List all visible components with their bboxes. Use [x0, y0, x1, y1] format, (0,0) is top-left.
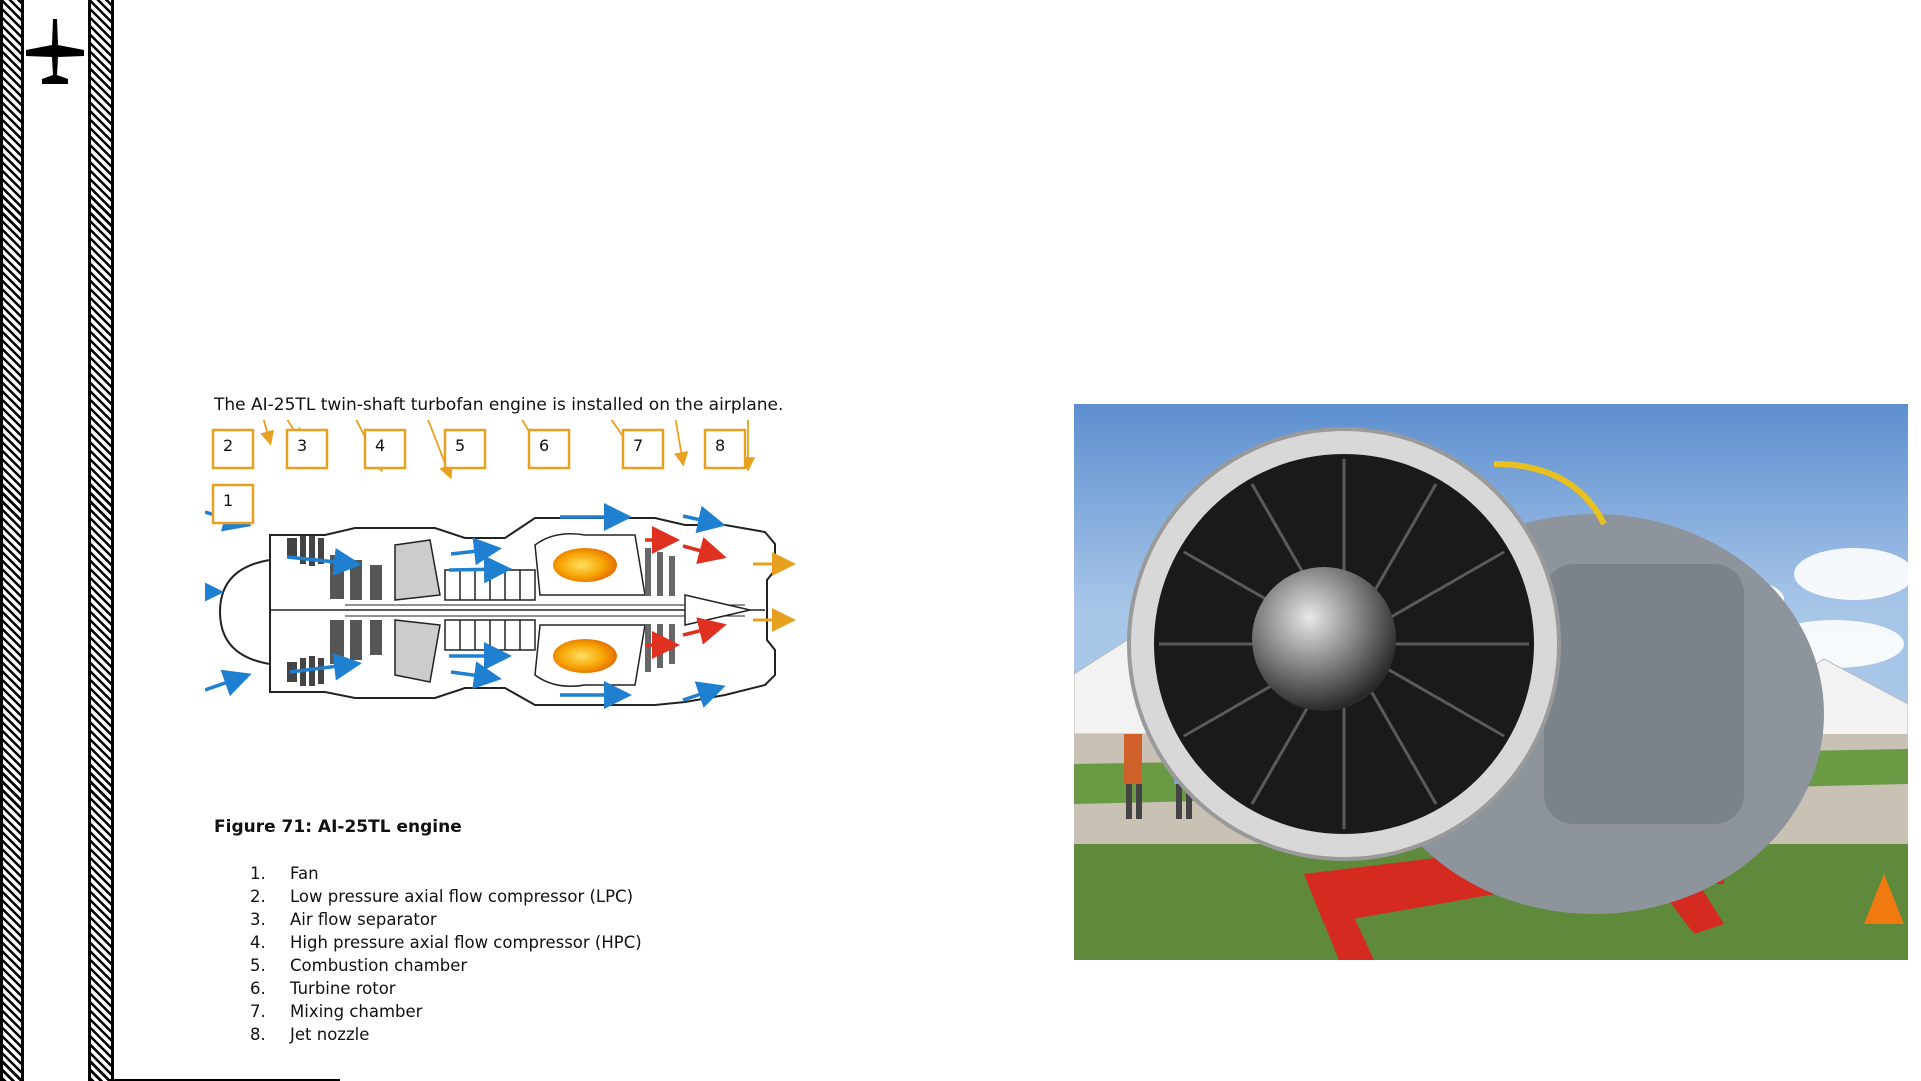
figure-caption: Figure 71: AI-25TL engine: [214, 817, 462, 837]
callout-label-2: 2: [223, 436, 233, 455]
callout-label-5: 5: [455, 436, 465, 455]
flame-lower: [553, 639, 617, 673]
callout-box-1: [211, 483, 255, 525]
list-item: 1. Fan: [250, 862, 642, 885]
list-item: 7. Mixing chamber: [250, 1000, 642, 1023]
callout-box-6: [527, 428, 571, 470]
airplane-icon: [26, 19, 84, 84]
callout-label-1: 1: [223, 491, 233, 510]
photo-yellow-cable: [1493, 461, 1607, 526]
list-item-label: Fan: [290, 864, 319, 883]
list-item-number: 4.: [250, 933, 266, 952]
callout-label-8: 8: [715, 436, 725, 455]
list-item-label: Mixing chamber: [290, 1002, 423, 1021]
list-item: 4. High pressure axial flow compressor (H…: [250, 931, 642, 954]
list-item-number: 1.: [250, 864, 266, 883]
list-item-label: Low pressure axial flow compressor (LPC): [290, 887, 634, 906]
callout-label-4: 4: [375, 436, 385, 455]
callout-box-4: [363, 428, 407, 470]
callout-label-6: 6: [539, 436, 549, 455]
hot-gas-arrows: [645, 526, 727, 659]
engine-photo: [1074, 404, 1908, 960]
list-item-label: Jet nozzle: [290, 1025, 370, 1044]
combustion-chamber: [534, 533, 646, 687]
right-hatched-margin-bar: [88, 0, 114, 1081]
engine-cross-section-diagram: 1 2 3 4 5 6 7 8: [205, 420, 796, 709]
list-item-number: 6.: [250, 979, 266, 998]
engine-parts-list: 1. Fan 2. Low pressure axial flow compress…: [250, 862, 642, 1046]
list-item: 8. Jet nozzle: [250, 1023, 642, 1046]
list-item-label: Air flow separator: [290, 910, 437, 929]
list-item: 6. Turbine rotor: [250, 977, 642, 1000]
callout-box-8: [703, 428, 747, 470]
high-pressure-compressor: [394, 539, 536, 683]
footer-rule: [110, 1079, 340, 1081]
callout-box-2: [211, 428, 255, 470]
callout-boxes: [211, 428, 747, 525]
list-item-number: 2.: [250, 887, 266, 906]
left-hatched-margin-bar: [0, 0, 24, 1081]
list-item-number: 3.: [250, 910, 266, 929]
callout-label-7: 7: [633, 436, 643, 455]
exhaust-cone: [684, 594, 751, 626]
list-item-number: 8.: [250, 1025, 266, 1044]
photo-spinner: [1252, 567, 1396, 711]
exhaust-arrows: [753, 552, 796, 632]
spinner-cone: [218, 558, 271, 666]
list-item: 5. Combustion chamber: [250, 954, 642, 977]
airflow-arrows: [205, 503, 726, 709]
list-item-number: 5.: [250, 956, 266, 975]
callout-box-7: [621, 428, 665, 470]
callout-box-3: [285, 428, 329, 470]
list-item-number: 7.: [250, 1002, 266, 1021]
list-item-label: High pressure axial flow compressor (HPC…: [290, 933, 642, 952]
list-item-label: Turbine rotor: [290, 979, 396, 998]
callout-leader-lines: [260, 420, 756, 480]
list-item: 2. Low pressure axial flow compressor (LP…: [250, 885, 642, 908]
intro-text: The AI-25TL twin-shaft turbofan engine i…: [214, 395, 784, 415]
flame-upper: [553, 548, 617, 582]
callout-label-3: 3: [297, 436, 307, 455]
list-item: 3. Air flow separator: [250, 908, 642, 931]
callout-box-5: [443, 428, 487, 470]
list-item-label: Combustion chamber: [290, 956, 468, 975]
